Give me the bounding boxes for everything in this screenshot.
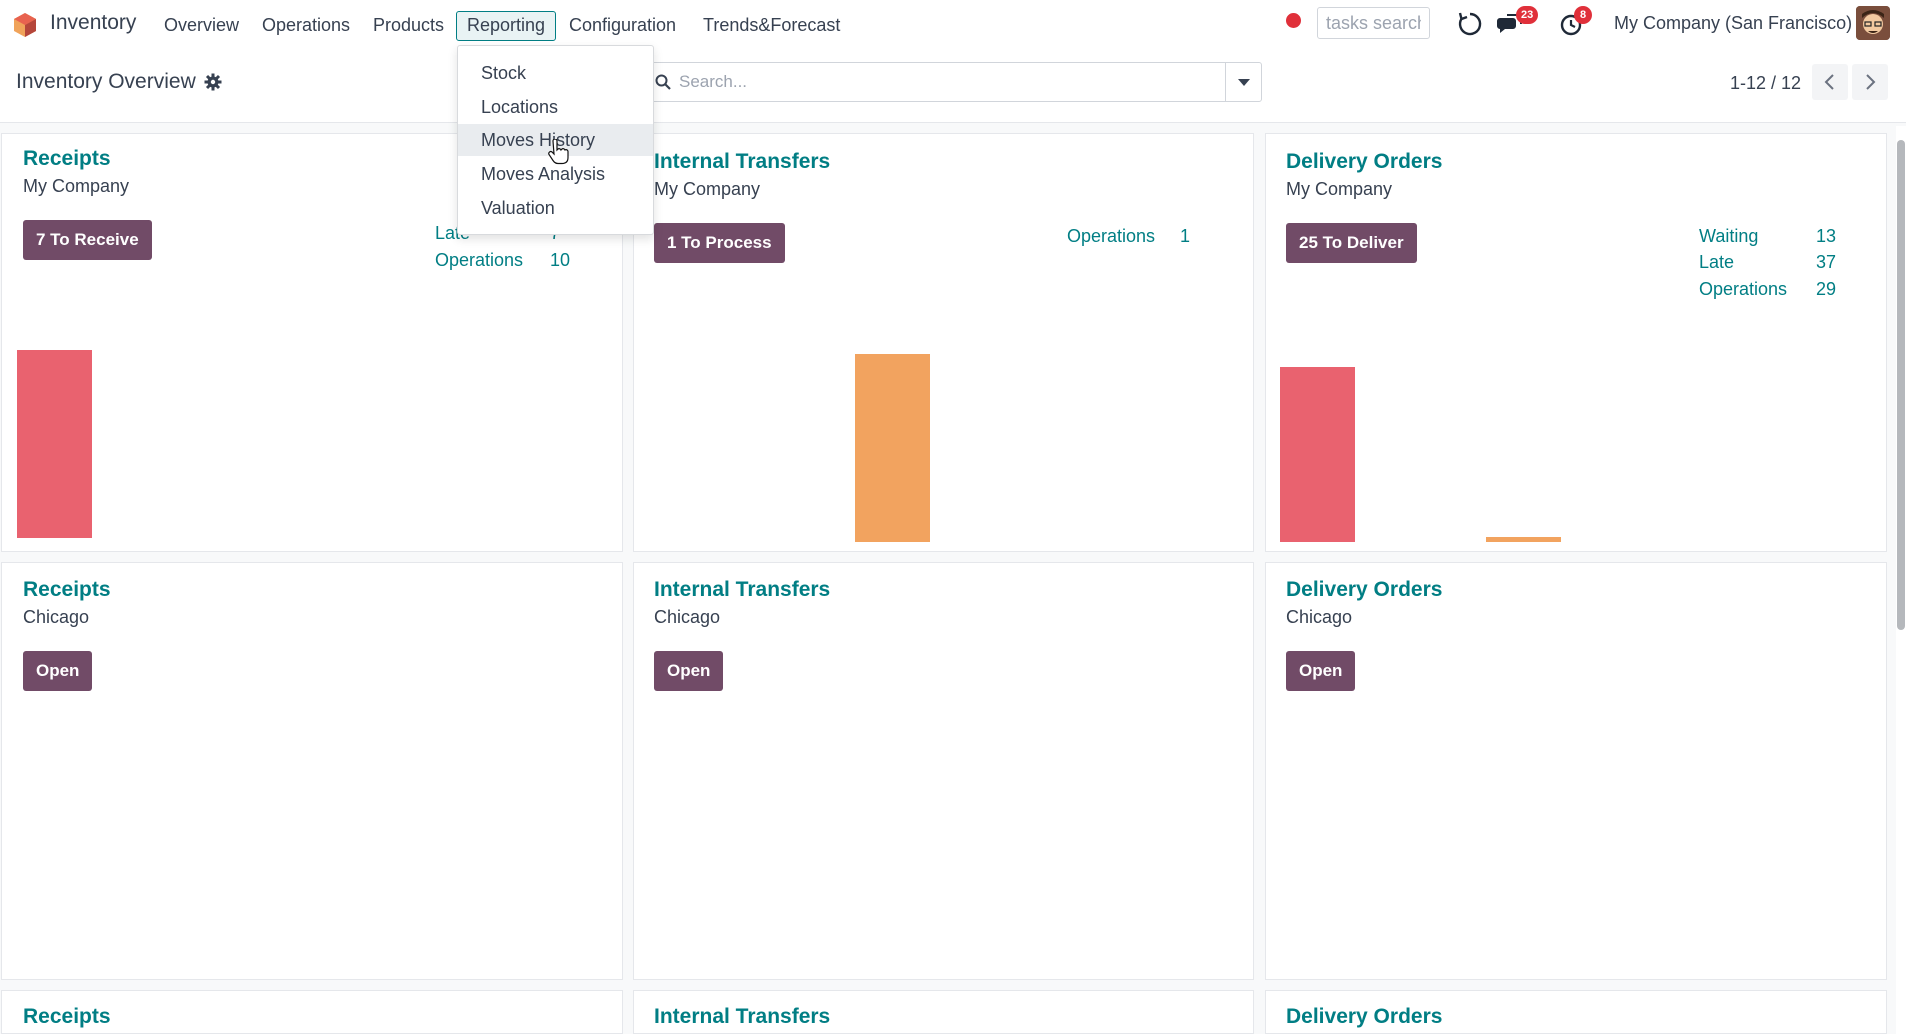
card-warehouse: Chicago bbox=[654, 607, 721, 627]
pager-previous-button[interactable] bbox=[1812, 64, 1848, 100]
user-avatar[interactable] bbox=[1856, 6, 1890, 40]
open-button[interactable]: Open bbox=[23, 651, 93, 691]
kanban-card-internal-chicago[interactable]: Internal Transfers Chicago Open bbox=[633, 562, 1254, 980]
recording-indicator-icon bbox=[1286, 13, 1301, 28]
card-warehouse: Chicago bbox=[1286, 607, 1353, 627]
gear-icon[interactable] bbox=[204, 73, 222, 91]
discuss-refresh-icon[interactable] bbox=[1456, 10, 1484, 38]
chevron-right-icon bbox=[1866, 74, 1876, 90]
scrollbar-thumb[interactable] bbox=[1897, 140, 1905, 630]
to-process-button[interactable]: 1 To Process bbox=[654, 223, 785, 263]
app-name[interactable]: Inventory bbox=[50, 11, 137, 34]
menu-trends-forecast[interactable]: Trends&Forecast bbox=[703, 15, 841, 35]
activities-clock-icon[interactable] bbox=[1558, 10, 1586, 38]
search-input[interactable] bbox=[679, 67, 1219, 97]
card-warehouse: My Company bbox=[23, 176, 130, 196]
menu-item-stock[interactable]: Stock bbox=[481, 63, 527, 83]
kanban-card-delivery-my-company[interactable]: Delivery Orders My Company 25 To Deliver… bbox=[1265, 133, 1887, 552]
stat-operations-label[interactable]: Operations bbox=[435, 250, 524, 270]
chart-bar[interactable] bbox=[17, 350, 92, 538]
tasks-search-input[interactable] bbox=[1317, 7, 1430, 39]
kanban-card-delivery-chicago[interactable]: Delivery Orders Chicago Open bbox=[1265, 562, 1887, 980]
chart-bar[interactable] bbox=[1280, 367, 1355, 542]
pager-next-button[interactable] bbox=[1852, 64, 1888, 100]
stat-operations-value[interactable]: 1 bbox=[1180, 226, 1191, 246]
menu-operations[interactable]: Operations bbox=[262, 15, 351, 35]
card-title[interactable]: Delivery Orders bbox=[1286, 578, 1443, 601]
chevron-left-icon bbox=[1824, 74, 1834, 90]
open-button[interactable]: Open bbox=[654, 651, 724, 691]
stat-operations-value[interactable]: 29 bbox=[1816, 279, 1837, 299]
card-title[interactable]: Delivery Orders bbox=[1286, 150, 1443, 173]
menu-products[interactable]: Products bbox=[373, 15, 445, 35]
chart-bar[interactable] bbox=[855, 354, 930, 542]
stat-operations-label[interactable]: Operations bbox=[1067, 226, 1156, 246]
menu-item-valuation[interactable]: Valuation bbox=[481, 198, 555, 218]
menu-item-locations[interactable]: Locations bbox=[481, 97, 559, 117]
menu-overview[interactable]: Overview bbox=[164, 15, 240, 35]
kanban-card-internal-my-company[interactable]: Internal Transfers My Company 1 To Proce… bbox=[633, 133, 1254, 552]
card-title[interactable]: Receipts bbox=[23, 147, 111, 170]
kanban-card-receipts-chicago[interactable]: Receipts Chicago Open bbox=[1, 562, 623, 980]
card-title[interactable]: Receipts bbox=[23, 1005, 111, 1028]
card-warehouse: My Company bbox=[1286, 179, 1393, 199]
search-bar bbox=[642, 62, 1262, 102]
card-warehouse: Chicago bbox=[23, 607, 90, 627]
menu-configuration[interactable]: Configuration bbox=[569, 15, 677, 35]
inventory-app-icon[interactable] bbox=[12, 12, 38, 38]
stat-waiting-value[interactable]: 13 bbox=[1816, 226, 1837, 246]
activities-badge: 8 bbox=[1574, 6, 1592, 24]
reporting-dropdown-menu: Stock Locations Moves History Moves Anal… bbox=[457, 45, 654, 235]
card-title[interactable]: Internal Transfers bbox=[654, 150, 831, 173]
kanban-card-internal-row3[interactable]: Internal Transfers bbox=[633, 990, 1254, 1034]
top-navbar: Inventory Overview Operations Products R… bbox=[0, 0, 1906, 48]
card-title[interactable]: Delivery Orders bbox=[1286, 1005, 1443, 1028]
chart-bar[interactable] bbox=[1486, 537, 1561, 542]
page-title[interactable]: Inventory Overview bbox=[16, 70, 196, 93]
card-title[interactable]: Internal Transfers bbox=[654, 1005, 831, 1028]
search-options-toggle[interactable] bbox=[1225, 63, 1261, 101]
to-receive-button[interactable]: 7 To Receive bbox=[23, 220, 152, 260]
menu-reporting[interactable]: Reporting bbox=[456, 11, 557, 41]
card-warehouse: My Company bbox=[654, 179, 761, 199]
hand-pointer-cursor-icon bbox=[548, 139, 569, 165]
stat-operations-label[interactable]: Operations bbox=[1699, 279, 1788, 299]
messages-badge: 23 bbox=[1516, 6, 1539, 24]
card-title[interactable]: Receipts bbox=[23, 578, 111, 601]
kanban-card-receipts-row3[interactable]: Receipts bbox=[1, 990, 623, 1034]
card-title[interactable]: Internal Transfers bbox=[654, 578, 831, 601]
stat-late-label[interactable]: Late bbox=[1699, 252, 1735, 272]
menu-item-moves-analysis[interactable]: Moves Analysis bbox=[481, 164, 606, 184]
control-panel-divider bbox=[0, 122, 1906, 123]
stat-operations-value[interactable]: 10 bbox=[550, 250, 571, 270]
pager-value[interactable]: 1-12 / 12 bbox=[1730, 73, 1802, 93]
open-button[interactable]: Open bbox=[1286, 651, 1356, 691]
search-icon bbox=[655, 74, 671, 90]
company-switcher[interactable]: My Company (San Francisco) bbox=[1614, 13, 1853, 33]
kanban-card-delivery-row3[interactable]: Delivery Orders bbox=[1265, 990, 1887, 1034]
stat-waiting-label[interactable]: Waiting bbox=[1699, 226, 1759, 246]
to-deliver-button[interactable]: 25 To Deliver bbox=[1286, 223, 1417, 263]
stat-late-value[interactable]: 37 bbox=[1816, 252, 1837, 272]
